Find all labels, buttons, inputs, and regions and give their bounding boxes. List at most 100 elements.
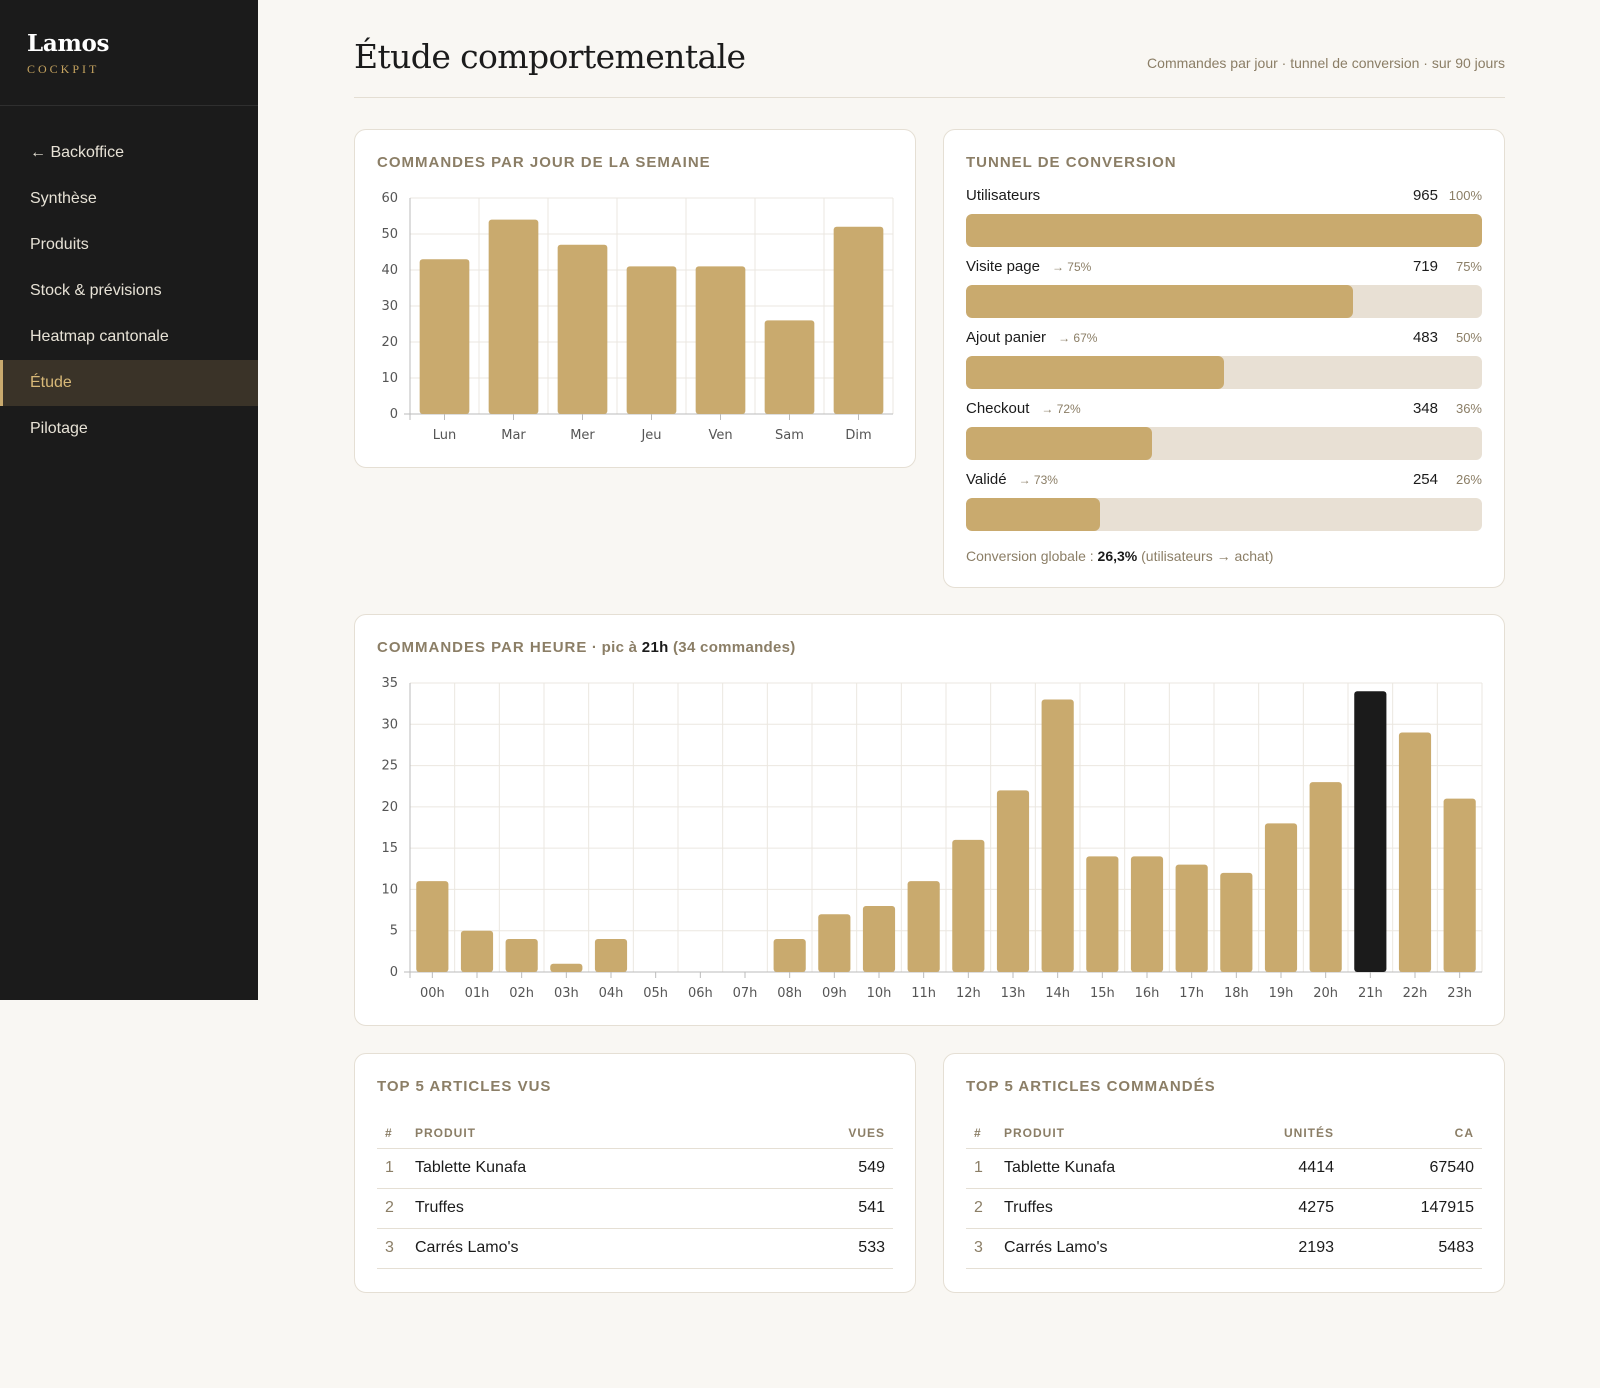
hourly-bar	[1354, 691, 1387, 972]
hourly-x-tick: 05h	[643, 986, 668, 1001]
hourly-y-tick: 30	[381, 717, 398, 732]
weekday-x-tick: Mar	[501, 428, 526, 443]
weekday-x-tick: Dim	[845, 428, 871, 443]
hourly-y-tick: 35	[381, 676, 398, 691]
sidebar-item-stock[interactable]: Stock & prévisions	[30, 282, 162, 299]
funnel-bar-track	[966, 427, 1482, 460]
hourly-x-tick: 04h	[599, 986, 624, 1001]
hourly-bar	[773, 938, 806, 972]
row-product: Carrés Lamo's	[415, 1228, 756, 1269]
conversion-funnel-card: TUNNEL DE CONVERSION Utilisateurs 965 10…	[943, 129, 1505, 588]
funnel-step-rate: → 67%	[1058, 331, 1098, 345]
funnel-bar-track	[966, 498, 1482, 531]
funnel-step-count: 483	[1412, 329, 1438, 346]
sidebar-nav: ← Backoffice Synthèse Produits Stock & p…	[0, 106, 258, 452]
top-viewed-card: TOP 5 ARTICLES VUS # PRODUIT VUES 1 Tabl…	[354, 1053, 916, 1293]
sidebar-item-etude[interactable]: Étude	[0, 360, 258, 406]
hourly-bar	[996, 790, 1030, 972]
weekday-bar	[833, 226, 884, 414]
global-conversion: Conversion globale : 26,3% (utilisateurs…	[966, 548, 1274, 564]
funnel-bar-fill	[966, 285, 1353, 318]
column-header-rank: #	[377, 1118, 415, 1149]
row-product: Tablette Kunafa	[415, 1148, 756, 1189]
row-product: Truffes	[1004, 1188, 1202, 1229]
row-product: Tablette Kunafa	[1004, 1148, 1202, 1189]
column-header-product: PRODUIT	[415, 1118, 756, 1149]
funnel-step: Validé → 73% 254 26%	[966, 471, 1482, 531]
brand-name: Lamos	[27, 30, 110, 57]
weekday-bar	[695, 266, 746, 414]
funnel-step-rate: → 73%	[1018, 473, 1058, 487]
hourly-x-tick: 20h	[1313, 986, 1338, 1001]
funnel-step: Visite page → 75% 719 75%	[966, 258, 1482, 318]
row-views: 533	[755, 1228, 893, 1269]
hourly-bar	[1398, 732, 1432, 972]
hourly-x-tick: 01h	[465, 986, 490, 1001]
funnel-step-label: Validé → 73%	[966, 471, 1058, 488]
table-row: 2 Truffes 4275 147915	[966, 1188, 1482, 1229]
hourly-bar	[1264, 823, 1298, 972]
hourly-x-tick: 17h	[1179, 986, 1204, 1001]
title-divider	[354, 97, 1505, 98]
top-ordered-card: TOP 5 ARTICLES COMMANDÉS # PRODUIT UNITÉ…	[943, 1053, 1505, 1293]
hourly-x-tick: 00h	[420, 986, 445, 1001]
hourly-y-tick: 20	[381, 800, 398, 815]
hourly-x-tick: 03h	[554, 986, 579, 1001]
weekday-bar	[557, 244, 608, 414]
weekday-y-tick: 60	[381, 191, 398, 206]
hourly-x-tick: 10h	[867, 986, 892, 1001]
hourly-x-tick: 09h	[822, 986, 847, 1001]
row-rank: 2	[966, 1188, 1004, 1229]
funnel-bar-fill	[966, 427, 1152, 460]
funnel-bar-track	[966, 285, 1482, 318]
funnel-step: Checkout → 72% 348 36%	[966, 400, 1482, 460]
weekday-y-tick: 50	[381, 227, 398, 242]
hourly-chart-title: COMMANDES PAR HEURE · pic à 21h (34 comm…	[377, 639, 796, 656]
weekday-x-tick: Ven	[708, 428, 732, 443]
sidebar-item-produits[interactable]: Produits	[30, 236, 89, 253]
hourly-orders-chart: 0 5 10 15 20 25 30 35 00h 01h 02h 03h 04h 05h 06h 07h 08…	[381, 676, 1483, 1001]
funnel-step-label: Ajout panier → 67%	[966, 329, 1098, 346]
hourly-x-tick: 13h	[1001, 986, 1026, 1001]
hourly-bar	[1220, 872, 1253, 972]
hourly-y-tick: 25	[381, 759, 398, 774]
funnel-bar-fill	[966, 498, 1101, 531]
hourly-x-tick: 22h	[1403, 986, 1428, 1001]
hourly-y-tick: 15	[381, 841, 398, 856]
funnel-title: TUNNEL DE CONVERSION	[966, 154, 1177, 171]
sidebar: Lamos COCKPIT ← Backoffice Synthèse Prod…	[0, 0, 258, 1000]
hourly-x-tick: 15h	[1090, 986, 1115, 1001]
row-rank: 1	[966, 1148, 1004, 1189]
hourly-y-tick: 10	[381, 882, 398, 897]
row-units: 4275	[1202, 1188, 1342, 1229]
weekday-y-tick: 30	[381, 299, 398, 314]
hourly-x-tick: 12h	[956, 986, 981, 1001]
funnel-step: Ajout panier → 67% 483 50%	[966, 329, 1482, 389]
sidebar-item-pilotage[interactable]: Pilotage	[30, 420, 88, 437]
hourly-bar	[1175, 864, 1208, 972]
weekday-bar	[488, 219, 539, 414]
hourly-x-tick: 02h	[509, 986, 534, 1001]
funnel-step-rate: → 72%	[1041, 402, 1081, 416]
funnel-step-count: 348	[1412, 400, 1438, 417]
hourly-bar	[594, 938, 628, 972]
column-header-revenue: CA	[1342, 1118, 1482, 1149]
hourly-bar	[1309, 782, 1342, 972]
sidebar-item-heatmap[interactable]: Heatmap cantonale	[30, 328, 169, 345]
hourly-x-tick: 18h	[1224, 986, 1249, 1001]
funnel-step-label: Checkout → 72%	[966, 400, 1081, 417]
funnel-step-count: 965	[1412, 187, 1438, 204]
row-revenue: 67540	[1342, 1148, 1482, 1189]
weekday-y-tick: 40	[381, 263, 398, 278]
row-views: 541	[755, 1188, 893, 1229]
row-rank: 1	[377, 1148, 415, 1189]
weekday-x-tick: Lun	[433, 428, 457, 443]
sidebar-item-backoffice[interactable]: ← Backoffice	[30, 144, 124, 161]
column-header-units: UNITÉS	[1202, 1118, 1342, 1149]
funnel-step-percent: 75%	[1455, 259, 1482, 274]
sidebar-item-synthese[interactable]: Synthèse	[30, 190, 97, 207]
funnel-step-count: 254	[1412, 471, 1438, 488]
weekday-bar	[764, 320, 815, 414]
column-header-product: PRODUIT	[1004, 1118, 1202, 1149]
page-subtitle: Commandes par jour · tunnel de conversio…	[1147, 55, 1505, 71]
